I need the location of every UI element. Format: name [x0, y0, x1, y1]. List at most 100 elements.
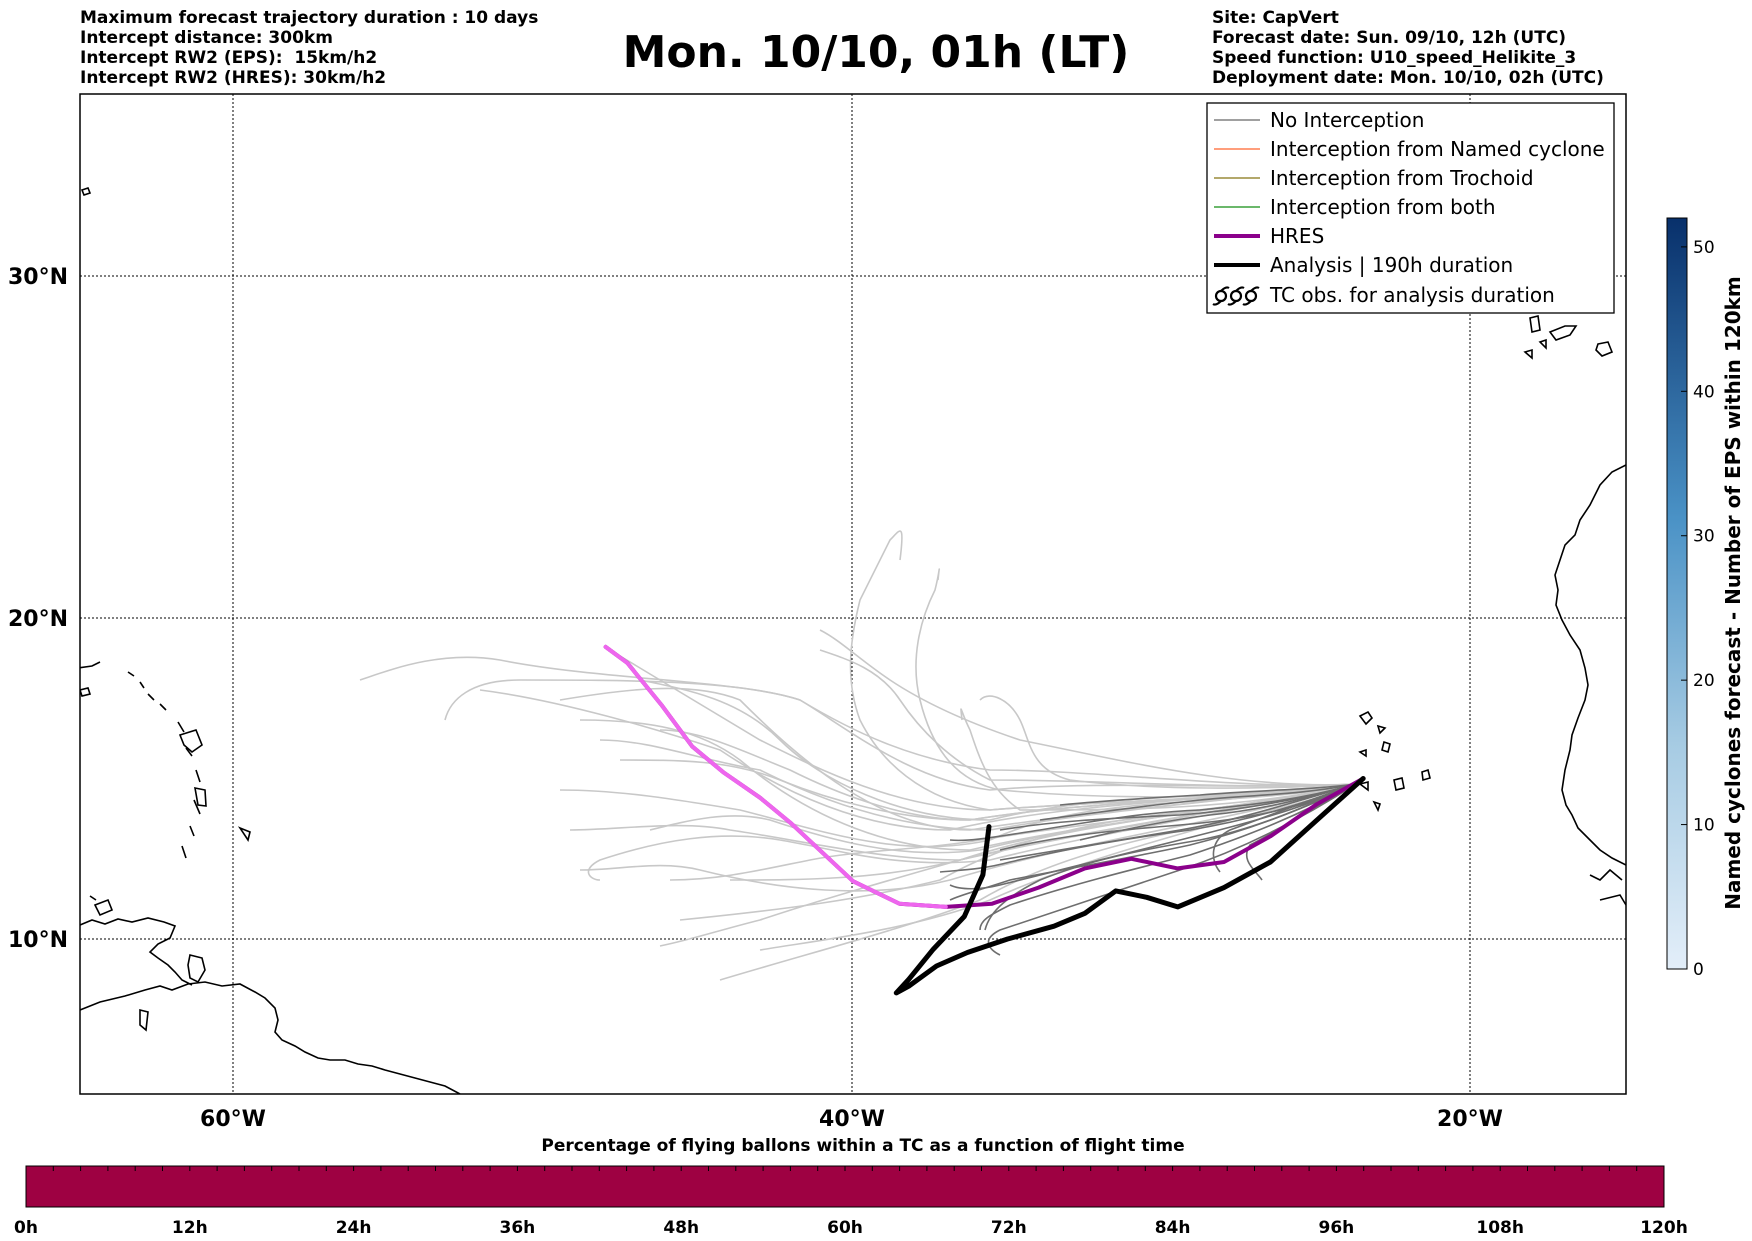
- colorbar-gradient: [1666, 217, 1688, 970]
- legend-item-both: Interception from both: [1214, 195, 1496, 219]
- ensemble-trajectory: [1059, 783, 1357, 806]
- param-line: Maximum forecast trajectory duration : 1…: [80, 8, 539, 28]
- trinidad-island: [187, 954, 206, 984]
- map-frame: [79, 93, 1627, 1095]
- ensemble-trajectory: [1245, 783, 1357, 881]
- lesser-antilles: [80, 661, 201, 917]
- param-line: Intercept RW2 (EPS): 15km/h2: [80, 48, 378, 68]
- cape-verde-islands: [1358, 710, 1431, 813]
- site-line: Speed function: U10_speed_Helikite_3: [1212, 48, 1577, 68]
- ensemble-trajectory: [819, 629, 1357, 786]
- ensemble-trajectory: [960, 708, 1357, 811]
- legend-label: Interception from Trochoid: [1270, 166, 1534, 190]
- ensemble-trajectory: [949, 783, 1357, 842]
- bottom-bar-tick-label: 72h: [991, 1218, 1027, 1238]
- bottom-bar-title: Percentage of flying ballons within a TC…: [541, 1136, 1184, 1156]
- colorbar-tick-label: 10: [1693, 816, 1715, 836]
- site-line: Deployment date: Mon. 10/10, 02h (UTC): [1212, 68, 1604, 88]
- legend-label: TC obs. for analysis duration: [1269, 283, 1555, 307]
- lon-label-40w: 40°W: [819, 1107, 885, 1132]
- ensemble-trajectory: [444, 679, 1357, 791]
- page-title: Mon. 10/10, 01h (LT): [622, 27, 1130, 78]
- legend: No Interception Interception from Named …: [1206, 102, 1615, 314]
- guadeloupe-island: [178, 729, 203, 754]
- graticule: [80, 94, 1626, 1094]
- site-info: Site: CapVert Forecast date: Sun. 09/10,…: [1212, 8, 1604, 88]
- bottom-bar-tick-label: 24h: [336, 1218, 372, 1238]
- param-line: Intercept RW2 (HRES): 30km/h2: [80, 68, 387, 88]
- flight-time-bar: Percentage of flying ballons within a TC…: [14, 1136, 1688, 1238]
- island-small: [237, 826, 251, 842]
- venezuela-coast: [80, 917, 193, 986]
- west-africa-islands: [1589, 868, 1626, 906]
- lat-label-20n: 20°N: [8, 607, 68, 632]
- lat-label-10n: 10°N: [8, 928, 68, 953]
- bottom-bar-minor-ticks: [52, 1166, 1638, 1171]
- legend-item-hres: HRES: [1214, 224, 1324, 248]
- legend-item-analysis: Analysis | 190h duration: [1214, 253, 1513, 277]
- ensemble-trajectory: [587, 783, 1357, 881]
- lat-label-30n: 30°N: [8, 265, 68, 290]
- colorbar-tick-label: 50: [1693, 238, 1715, 258]
- west-africa-coast: [1554, 464, 1626, 866]
- legend-item-no-interception: No Interception: [1214, 108, 1424, 132]
- bottom-bar-tick-label: 60h: [827, 1218, 863, 1238]
- bottom-bar-tick-labels: 0h 12h 24h 36h 48h 60h 72h 84h 96h 108h 120h: [14, 1218, 1688, 1238]
- ensemble-trajectory: [979, 695, 1357, 789]
- ensemble-trajectory: [359, 656, 1357, 786]
- legend-label: Analysis | 190h duration: [1270, 253, 1513, 277]
- south-america-coast: [80, 981, 461, 1094]
- island-caribbean: [80, 687, 92, 697]
- forecast-parameters: Maximum forecast trajectory duration : 1…: [80, 8, 538, 88]
- legend-item-tc-obs: TC obs. for analysis duration: [1212, 283, 1555, 307]
- analysis-trajectory: [893, 776, 1366, 996]
- ensemble-trajectory: [1039, 783, 1357, 821]
- bottom-bar-tick-label: 108h: [1476, 1218, 1524, 1238]
- colorbar-tick-label: 30: [1693, 527, 1715, 547]
- bottom-bar-tick-label: 12h: [172, 1218, 208, 1238]
- ensemble-trajectory: [979, 783, 1357, 931]
- legend-label: Interception from both: [1270, 195, 1496, 219]
- site-line: Site: CapVert: [1212, 8, 1339, 28]
- bottom-bar-fill: [25, 1165, 1665, 1208]
- legend-item-named-cyclone: Interception from Named cyclone: [1214, 137, 1605, 161]
- ensemble-trajectory: [1212, 783, 1357, 873]
- ensemble-trajectory: [819, 649, 1357, 787]
- ensemble-trajectories-far: [359, 530, 1357, 981]
- ensemble-trajectory: [915, 568, 1357, 798]
- ensemble-trajectory: [999, 783, 1357, 851]
- bottom-bar-tick-label: 36h: [500, 1218, 536, 1238]
- bottom-bar-tick-label: 96h: [1319, 1218, 1355, 1238]
- colorbar-tick-label: 20: [1693, 671, 1715, 691]
- legend-label: No Interception: [1270, 108, 1424, 132]
- bottom-bar-tick-label: 0h: [14, 1218, 38, 1238]
- colorbar-label: Named cyclones forecast - Number of EPS …: [1721, 276, 1745, 910]
- colorbar-tick-label: 40: [1693, 382, 1715, 402]
- ensemble-trajectory: [999, 783, 1357, 861]
- island-caribbean-b: [139, 1008, 149, 1032]
- ensemble-trajectory: [1079, 783, 1357, 841]
- ensemble-trajectory: [579, 783, 1357, 892]
- legend-item-trochoid: Interception from Trochoid: [1214, 166, 1534, 190]
- cyclone-colorbar: 0 10 20 30 40 50 Named cyclones forecast - Nu…: [1666, 217, 1745, 980]
- lon-label-60w: 60°W: [200, 1107, 266, 1132]
- legend-label: Interception from Named cyclone: [1270, 137, 1605, 161]
- colorbar-tick-label: 0: [1693, 960, 1704, 980]
- ensemble-trajectory: [659, 729, 1357, 821]
- lon-label-20w: 20°W: [1437, 1107, 1503, 1132]
- legend-box: [1206, 102, 1615, 314]
- cyclone-symbols-icon: [1212, 286, 1260, 306]
- bottom-bar-tick-label: 84h: [1155, 1218, 1191, 1238]
- coastlines: [80, 187, 1626, 1094]
- ensemble-trajectory: [849, 530, 1357, 811]
- colorbar-ticks: 0 10 20 30 40 50: [1681, 238, 1715, 980]
- hres-trajectory-late: [603, 644, 948, 909]
- bottom-bar-tick-label: 48h: [663, 1218, 699, 1238]
- legend-label: HRES: [1270, 224, 1324, 248]
- island-martinique: [194, 786, 207, 807]
- param-line: Intercept distance: 300km: [80, 28, 333, 48]
- canary-islands: [1523, 315, 1614, 360]
- island-puerto: [80, 187, 92, 196]
- bottom-bar-tick-label: 120h: [1640, 1218, 1688, 1238]
